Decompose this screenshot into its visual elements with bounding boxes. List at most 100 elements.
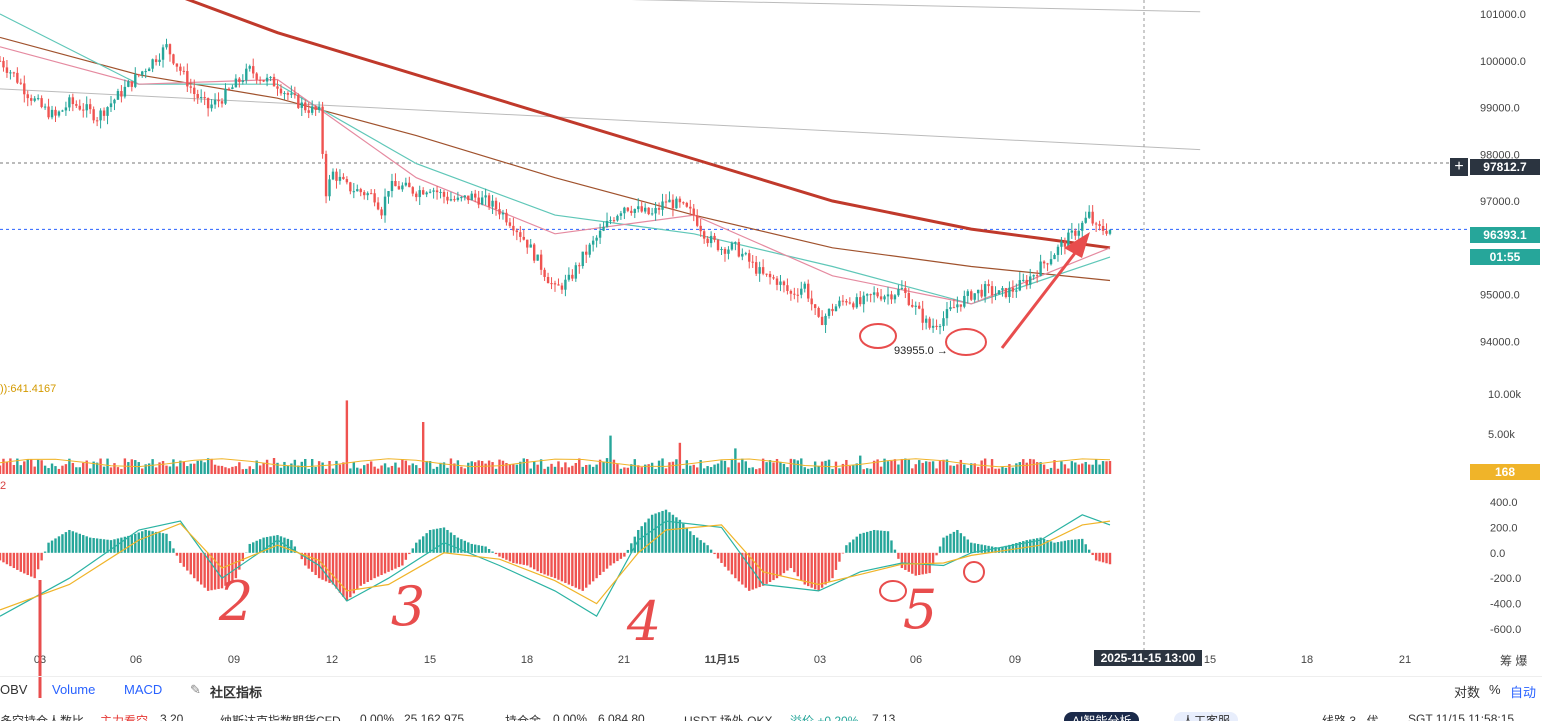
status-premium-value: 7.13 — [872, 712, 896, 721]
candle-body — [657, 208, 661, 210]
candle-body — [1029, 276, 1032, 285]
candle-body — [300, 102, 303, 108]
candle-body — [352, 191, 356, 193]
candle-body — [626, 207, 630, 211]
volume-bar — [23, 461, 26, 474]
macd-hist-bar — [141, 531, 144, 553]
candle-body — [272, 76, 276, 87]
candle-body — [328, 179, 331, 197]
candle-body — [872, 292, 876, 295]
volume-bar — [307, 468, 310, 474]
macd-hist-bar — [682, 523, 685, 553]
candle-body — [949, 307, 952, 310]
volume-bar — [258, 465, 262, 474]
volume-bar — [536, 464, 539, 474]
macd-hist-bar — [404, 552, 408, 560]
volume-bar — [501, 460, 505, 474]
candle-body — [973, 293, 976, 300]
candle-body — [983, 284, 987, 297]
candle-body — [168, 44, 172, 55]
percent-scale-toggle[interactable]: % — [1489, 682, 1501, 697]
volume-bar — [241, 469, 245, 474]
candle-body — [675, 198, 678, 209]
volume-bar — [702, 468, 706, 474]
volume-bar — [369, 461, 373, 474]
candle-body — [904, 288, 907, 293]
macd-hist-bar — [893, 549, 897, 553]
candle-body — [588, 244, 591, 255]
log-scale-toggle[interactable]: 对数 — [1454, 685, 1481, 700]
volume-bar — [824, 460, 827, 474]
candle-body — [161, 47, 165, 60]
candle-body — [290, 93, 293, 95]
macd-hist-bar — [349, 552, 352, 598]
volume-bar — [650, 462, 654, 474]
tab-macd[interactable]: MACD — [124, 682, 163, 697]
status-holding[interactable]: 持仓金 — [505, 714, 542, 721]
volume-bar — [730, 458, 734, 474]
candle-body — [761, 267, 765, 274]
status-usdt-otc[interactable]: USDT 场外 OKX — [684, 714, 773, 721]
macd-hist-bar — [449, 532, 453, 553]
candle-body — [526, 239, 529, 248]
macd-hist-bar — [612, 552, 616, 564]
ai-analysis-button[interactable]: AI智能分析 — [1064, 712, 1140, 721]
last-price-tag: 96393.1 — [1470, 227, 1540, 243]
candle-body — [550, 283, 553, 285]
status-nasdaq-cfd[interactable]: 纳斯达克指数期货CFD — [220, 714, 341, 721]
volume-bar — [664, 468, 668, 474]
time-tick-label: 09 — [1009, 654, 1021, 666]
volume-bar — [952, 465, 956, 474]
status-long-short-ratio[interactable]: 多空持仓人数比 — [0, 714, 85, 721]
volume-bar — [1053, 460, 1056, 474]
macd-hist-bar — [623, 552, 626, 557]
volume-bar — [900, 458, 904, 474]
candle-body — [859, 297, 862, 305]
candle-body — [796, 294, 800, 296]
macd-hist-bar — [19, 552, 23, 572]
candle-body — [421, 190, 425, 195]
macd-hist-bar — [609, 552, 612, 566]
customer-service-button[interactable]: 人工客服 — [1174, 712, 1239, 721]
candle-body — [512, 225, 515, 231]
volume-bar — [550, 463, 553, 474]
tab-community-indicators[interactable]: 社区指标 — [210, 685, 263, 700]
volume-bar — [786, 467, 789, 474]
macd-hist-bar — [1022, 541, 1025, 553]
candle-body — [654, 208, 657, 214]
route-status[interactable]: 线路 3 · 优 — [1322, 714, 1379, 721]
volume-bar — [689, 465, 692, 474]
add-line-icon[interactable]: + — [1450, 158, 1468, 176]
volume-bar — [709, 467, 713, 474]
candle-body — [0, 60, 2, 62]
corner-label[interactable]: 筹 爆 — [1500, 654, 1528, 668]
macd-hist-bar — [678, 519, 682, 553]
candle-body — [522, 236, 525, 240]
volume-bar — [532, 461, 536, 474]
macd-hist-bar — [897, 552, 900, 559]
macd-hist-bar — [990, 546, 994, 553]
macd-hist-bar — [1025, 540, 1028, 553]
candle-body — [803, 283, 806, 289]
price-tick-label: 101000.0 — [1480, 9, 1526, 21]
auto-scale-toggle[interactable]: 自动 — [1510, 685, 1537, 700]
candle-body — [40, 98, 43, 107]
candle-body — [189, 86, 192, 88]
volume-bar — [432, 468, 435, 474]
tab-volume[interactable]: Volume — [52, 682, 96, 697]
volume-bar — [43, 465, 47, 474]
candle-body — [1101, 225, 1105, 231]
tab-obv[interactable]: OBV — [0, 682, 28, 697]
macd-hist-bar — [834, 552, 838, 570]
candle-body — [404, 182, 408, 186]
macd-hist-bar — [775, 552, 779, 579]
volume-bar — [803, 467, 806, 474]
candle-body — [807, 283, 810, 299]
volume-bar — [796, 460, 800, 474]
candle-body — [997, 290, 1001, 295]
circle-marker-3 — [879, 580, 907, 602]
volume-bar — [890, 460, 893, 474]
low-marker-label: 93955.0 → — [894, 345, 948, 357]
macd-hist-bar — [952, 531, 956, 553]
